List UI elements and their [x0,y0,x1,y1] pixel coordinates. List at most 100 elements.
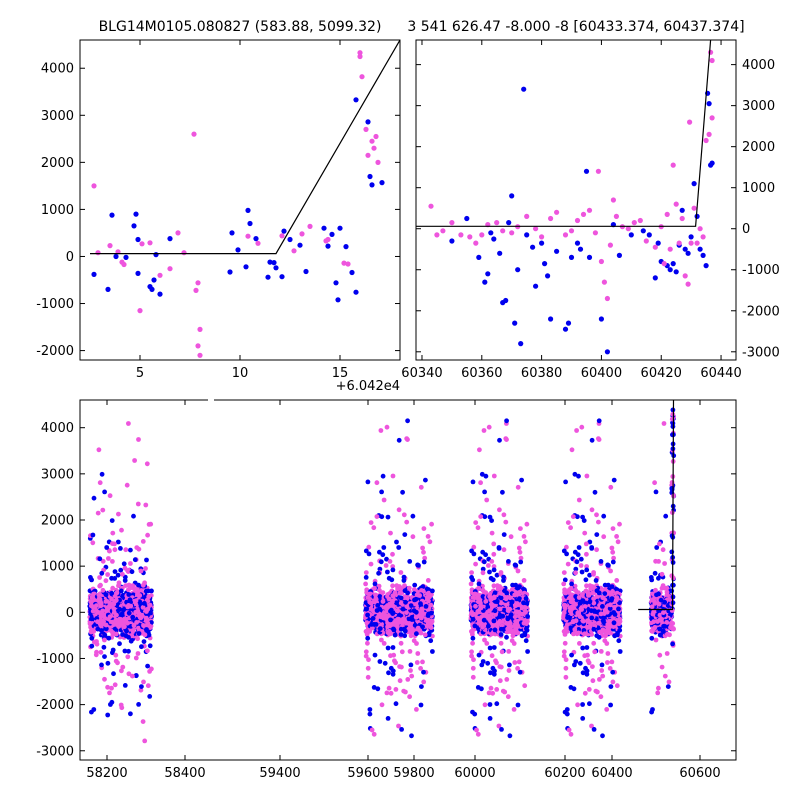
bottom-magenta-point [123,547,129,553]
bottom-blue-point [494,701,500,707]
top-left-blue-point [229,230,235,236]
top-right-magenta-point [539,234,545,240]
bottom-magenta-point [363,570,369,575]
top-left-frame [79,39,401,361]
top-left-xtick-label: 10 [232,366,249,381]
bottom-magenta-point [384,603,390,609]
bottom-blue-point [127,597,133,603]
bottom-magenta-point [111,601,117,607]
bottom-blue-point [372,581,378,587]
bottom-magenta-point [109,619,115,625]
bottom-blue-point [420,624,425,630]
bottom-magenta-point [91,591,96,597]
bottom-magenta-point [113,597,119,603]
bottom-magenta-point [498,570,504,575]
bottom-magenta-point [146,594,152,600]
bottom-magenta-point [472,612,477,617]
bottom-blue-point [409,617,415,622]
bottom-blue-point [117,606,122,612]
top-left-blue-point [167,236,173,242]
bottom-blue-point [413,609,419,615]
bottom-blue-point [407,559,413,564]
bottom-blue-point [103,592,109,598]
top-right-magenta-point [574,217,581,224]
top-right-magenta-point [562,232,569,238]
bottom-blue-point [492,608,498,614]
bottom-magenta-point [98,612,104,618]
bottom-blue-point [122,578,128,583]
top-left-magenta-point [363,126,369,132]
bottom-blue-point [122,683,128,688]
bottom-blue-point [131,513,136,519]
bottom-blue-point [377,566,383,572]
top-left-blue-point [297,242,303,248]
bottom-magenta-point [120,664,126,670]
top-left-ytick-label: -1000 [36,297,74,312]
bottom-blue-point [504,418,509,424]
top-left-blue-point [253,236,259,242]
top-right-blue-point [565,320,572,326]
bottom-blue-point [146,632,152,638]
bottom-magenta-point [125,421,131,426]
top-right-blue-point [524,232,530,238]
top-left-blue-point [335,297,341,303]
bottom-magenta-point [97,575,102,580]
top-right-magenta-point [494,220,500,226]
top-right-magenta-point [610,197,617,203]
bottom-blue-point [363,606,369,612]
bottom-magenta-point [130,629,136,634]
top-right-magenta-point [631,220,637,226]
bottom-blue-point [483,552,488,558]
top-left-magenta-point [357,50,363,56]
top-right-blue-point [604,349,611,355]
top-right-blue-point [667,267,673,273]
top-right-magenta-point [568,228,575,234]
top-left-magenta-point [369,138,375,144]
bottom-magenta-point [364,628,370,634]
bottom-magenta-point [521,534,527,539]
bottom-blue-point [371,685,377,690]
bottom-blue-point [91,495,97,501]
bottom-blue-point [139,684,144,689]
bottom-blue-point [365,635,371,641]
bottom-magenta-point [583,541,589,547]
bottom-magenta-point [383,563,389,568]
bottom-blue-point [483,473,489,479]
bottom-blue-point [402,633,408,639]
bottom-magenta-point [90,608,96,614]
bottom-magenta-point [517,549,523,555]
top-right-magenta-point [458,232,464,238]
bottom-magenta-point [474,727,479,733]
bottom-magenta-point [145,532,151,538]
bottom-blue-point [385,645,391,651]
bottom-magenta-point [365,640,370,646]
bottom-magenta-point [369,727,375,733]
bottom-blue-point [136,631,142,636]
bottom-magenta-point [419,615,424,621]
top-left-blue-point [343,244,349,250]
bottom-magenta-point [486,690,492,696]
top-left-xtick-label: 5 [136,366,144,381]
bottom-blue-point [390,567,396,573]
top-right-blue-point [700,252,706,258]
bottom-blue-point [377,626,383,631]
bottom-blue-point [601,513,607,519]
bottom-magenta-point [494,660,499,666]
top-right-magenta-point [604,295,611,302]
bottom-magenta-point [404,436,410,441]
bottom-blue-point [428,638,434,644]
bottom-blue-point [505,616,511,622]
bottom-magenta-point [497,606,503,612]
bottom-magenta-point [402,583,407,588]
top-right-magenta-point [708,49,714,55]
top-left-blue-point [271,260,277,266]
bottom-blue-point [128,638,134,644]
bottom-magenta-point [404,610,409,615]
top-right-blue-point [655,240,661,246]
bottom-magenta-point [521,578,527,583]
bottom-magenta-point [384,690,390,696]
bottom-magenta-point [398,640,404,646]
top-right-blue-point [464,215,470,222]
bottom-blue-point [363,575,369,580]
bottom-blue-point [517,596,522,601]
